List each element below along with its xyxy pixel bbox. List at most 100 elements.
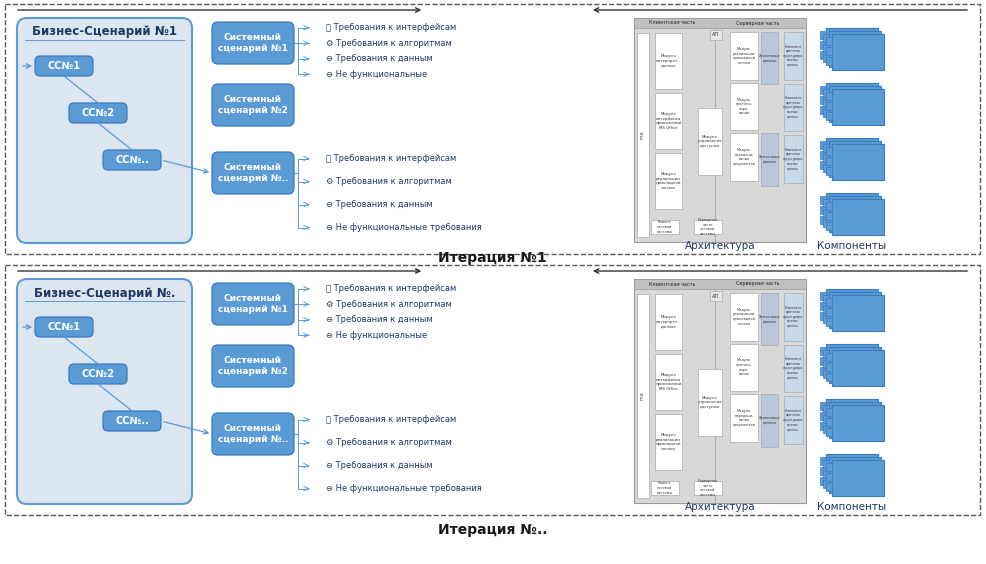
Bar: [760, 133, 778, 186]
Bar: [783, 396, 802, 444]
Bar: [828, 140, 880, 177]
Text: Архитектура: Архитектура: [684, 241, 754, 251]
Bar: [828, 86, 880, 121]
Text: Архитектура: Архитектура: [684, 502, 754, 512]
Text: ⚙ Требования к алгоритмам: ⚙ Требования к алгоритмам: [325, 438, 452, 447]
Text: Серверная часть: Серверная часть: [736, 20, 779, 25]
Text: Системный
сценарий №2: Системный сценарий №2: [218, 356, 288, 376]
Bar: [709, 291, 721, 301]
Bar: [819, 196, 825, 204]
Text: ⊖ Требования к данным: ⊖ Требования к данным: [325, 200, 432, 209]
Text: ⊖ Требования к данным: ⊖ Требования к данным: [325, 315, 432, 324]
Text: Бизнес-Сценарий №.: Бизнес-Сценарий №.: [34, 287, 176, 299]
Bar: [825, 408, 831, 416]
FancyBboxPatch shape: [212, 152, 294, 194]
Bar: [828, 292, 880, 328]
Text: Клиент
логовой
системы: Клиент логовой системы: [657, 482, 672, 495]
Bar: [5, 4, 979, 254]
Bar: [819, 41, 825, 49]
Bar: [730, 32, 757, 80]
Text: СС№2: СС№2: [82, 108, 114, 118]
Text: СС№1: СС№1: [47, 61, 81, 71]
Bar: [633, 279, 806, 289]
Bar: [819, 347, 825, 355]
Bar: [825, 47, 831, 55]
Bar: [654, 414, 681, 470]
Bar: [819, 457, 825, 465]
Text: ⎗ Требования к интерфейсам: ⎗ Требования к интерфейсам: [325, 284, 456, 293]
Text: Модуль
передачи-
вания
документов: Модуль передачи- вания документов: [732, 409, 754, 427]
Bar: [819, 106, 825, 114]
Text: Компонент
хранения
структуриро-
ванных
данных: Компонент хранения структуриро- ванных д…: [782, 409, 803, 431]
Bar: [828, 30, 880, 67]
Text: Системный
сценарий №..: Системный сценарий №..: [218, 164, 288, 183]
Bar: [825, 473, 831, 481]
Bar: [783, 345, 802, 392]
Bar: [730, 394, 757, 442]
Text: Итерация №1: Итерация №1: [438, 251, 546, 265]
Bar: [819, 86, 825, 94]
Bar: [822, 460, 828, 468]
Text: Хранилище
данных: Хранилище данных: [758, 54, 780, 63]
Text: ⊖ Не функциональные: ⊖ Не функциональные: [325, 70, 427, 79]
Text: Системный
сценарий №1: Системный сценарий №1: [218, 294, 288, 314]
Bar: [825, 138, 878, 174]
Bar: [693, 220, 721, 234]
Text: Компоненты: Компоненты: [816, 502, 885, 512]
Bar: [654, 93, 681, 149]
Bar: [654, 294, 681, 350]
Bar: [822, 199, 828, 207]
FancyBboxPatch shape: [35, 56, 93, 76]
Bar: [760, 394, 778, 447]
Bar: [825, 147, 831, 155]
FancyBboxPatch shape: [212, 413, 294, 455]
Bar: [831, 404, 883, 440]
Text: Модуль
управления
доступом: Модуль управления доступом: [697, 135, 721, 148]
Bar: [819, 161, 825, 169]
Bar: [828, 346, 880, 382]
Bar: [654, 153, 681, 209]
Text: Системный
сценарий №..: Системный сценарий №..: [218, 424, 288, 444]
Bar: [825, 298, 831, 306]
Bar: [760, 32, 778, 85]
Text: Компонент
хранения
структуриро-
ванных
данных: Компонент хранения структуриро- ванных д…: [782, 96, 803, 118]
Text: ⚙ Требования к алгоритмам: ⚙ Требования к алгоритмам: [325, 299, 452, 309]
FancyBboxPatch shape: [69, 103, 127, 123]
Bar: [654, 354, 681, 410]
Bar: [819, 96, 825, 104]
Text: ⊖ Не функциональные: ⊖ Не функциональные: [325, 331, 427, 340]
Bar: [822, 44, 828, 52]
Bar: [831, 33, 883, 69]
Bar: [825, 92, 831, 100]
Text: ⎗ Требования к интерфейсам: ⎗ Требования к интерфейсам: [325, 415, 456, 424]
Bar: [819, 477, 825, 485]
Bar: [828, 402, 880, 438]
Bar: [825, 289, 878, 324]
Bar: [822, 144, 828, 152]
Text: Компонент
хранения
структуриро-
ванных
данных: Компонент хранения структуриро- ванных д…: [782, 306, 803, 328]
Bar: [822, 481, 828, 488]
Bar: [819, 412, 825, 420]
Bar: [783, 135, 802, 183]
Bar: [822, 315, 828, 323]
FancyBboxPatch shape: [212, 84, 294, 126]
Bar: [822, 360, 828, 368]
Bar: [819, 467, 825, 475]
Bar: [822, 415, 828, 423]
Bar: [783, 293, 802, 341]
Bar: [825, 202, 831, 210]
Bar: [825, 222, 831, 230]
Text: Компонент
хранения
структуриро-
ванных
данных: Компонент хранения структуриро- ванных д…: [782, 357, 803, 380]
Bar: [633, 18, 806, 28]
Bar: [654, 33, 681, 89]
Text: Компонент
хранения
структуриро-
ванных
данных: Компонент хранения структуриро- ванных д…: [782, 148, 803, 170]
Bar: [819, 141, 825, 149]
Bar: [819, 31, 825, 39]
Text: Модуль
реализации
прикладной
логики: Модуль реализации прикладной логики: [655, 172, 680, 190]
Bar: [822, 219, 828, 227]
Bar: [697, 369, 721, 436]
Bar: [825, 168, 831, 175]
Bar: [825, 453, 878, 490]
Bar: [822, 209, 828, 217]
Text: Компонент
хранения
структуриро-
ванных
данных: Компонент хранения структуриро- ванных д…: [782, 45, 803, 67]
